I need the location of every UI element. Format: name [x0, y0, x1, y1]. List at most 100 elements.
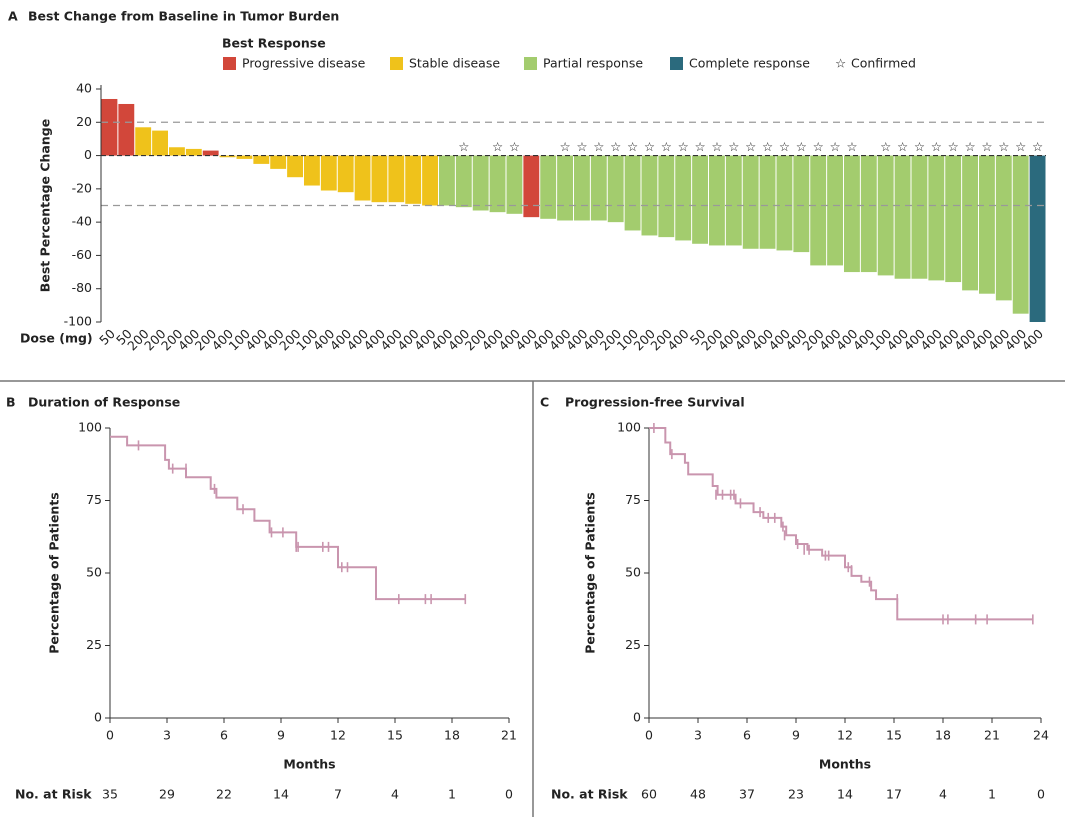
confirmed-marker: ☆: [559, 139, 570, 154]
bar: [489, 155, 506, 213]
bar: [371, 155, 388, 203]
bar: [388, 155, 405, 203]
confirmed-marker: ☆: [458, 139, 469, 154]
bar: [422, 155, 438, 206]
y-tick-label: 100: [78, 420, 102, 435]
x-tick-label: 6: [743, 728, 751, 743]
bar: [202, 150, 219, 156]
x-axis-label: Months: [819, 757, 871, 772]
x-tick-label: 3: [163, 728, 171, 743]
bar: [979, 155, 995, 294]
bar: [945, 155, 962, 283]
risk-label: No. at Risk: [551, 787, 628, 802]
legend-symbol: ☆: [835, 56, 846, 71]
confirmed-marker: ☆: [627, 139, 638, 154]
legend-swatch: [223, 57, 236, 70]
bar: [776, 155, 793, 251]
bar: [169, 147, 185, 156]
confirmed-marker: ☆: [813, 139, 824, 154]
at-risk-count: 4: [939, 787, 947, 802]
y-axis-label: Percentage of Patients: [583, 492, 598, 653]
bar: [270, 155, 287, 169]
at-risk-count: 0: [505, 787, 513, 802]
panel-title: Duration of Response: [28, 395, 180, 410]
legend-label: Partial response: [543, 56, 643, 71]
x-tick-label: 18: [935, 728, 951, 743]
confirmed-marker: ☆: [897, 139, 908, 154]
y-tick-label: -40: [72, 214, 92, 229]
x-tick-label: 21: [984, 728, 1000, 743]
bar: [877, 155, 894, 276]
y-axis-label: Best Percentage Change: [38, 119, 53, 292]
bar: [894, 155, 911, 279]
bar: [624, 155, 641, 231]
bar: [827, 155, 843, 266]
y-tick-label: 0: [84, 147, 92, 162]
confirmed-marker: ☆: [492, 139, 503, 154]
x-tick-label: 0: [106, 728, 114, 743]
y-tick-label: 0: [633, 710, 641, 725]
panel-letter: A: [8, 9, 18, 24]
panel-letter: C: [540, 395, 549, 410]
x-tick-label: 9: [792, 728, 800, 743]
y-tick-label: -80: [72, 280, 92, 295]
at-risk-count: 22: [216, 787, 232, 802]
x-axis-label: Months: [283, 757, 335, 772]
x-tick-label: 24: [1033, 728, 1049, 743]
panel-letter: B: [6, 395, 16, 410]
panel-title: Progression-free Survival: [565, 395, 745, 410]
y-tick-label: 100: [617, 420, 641, 435]
confirmed-marker: ☆: [914, 139, 925, 154]
y-tick-label: 0: [94, 710, 102, 725]
survival-curve: [110, 435, 466, 601]
bar: [523, 155, 540, 218]
bar: [455, 155, 472, 208]
confirmed-marker: ☆: [1032, 139, 1043, 154]
confirmed-marker: ☆: [1015, 139, 1026, 154]
y-tick-label: 50: [86, 565, 102, 580]
confirmed-marker: ☆: [728, 139, 739, 154]
confirmed-marker: ☆: [762, 139, 773, 154]
confirmed-marker: ☆: [796, 139, 807, 154]
legend-label: Progressive disease: [242, 56, 366, 71]
at-risk-count: 1: [448, 787, 456, 802]
confirmed-marker: ☆: [964, 139, 975, 154]
bar: [135, 127, 152, 156]
confirmed-marker: ☆: [694, 139, 705, 154]
bar: [911, 155, 928, 279]
legend-swatch: [390, 57, 403, 70]
confirmed-marker: ☆: [661, 139, 672, 154]
bar: [1029, 155, 1046, 322]
legend-swatch: [524, 57, 537, 70]
at-risk-count: 37: [739, 787, 755, 802]
bar: [185, 148, 202, 156]
bar: [506, 155, 523, 214]
legend-label: Confirmed: [851, 56, 916, 71]
at-risk-count: 14: [837, 787, 853, 802]
bar: [405, 155, 422, 204]
bar: [354, 155, 371, 201]
bar: [1012, 155, 1029, 314]
at-risk-count: 1: [988, 787, 996, 802]
risk-label: No. at Risk: [15, 787, 92, 802]
at-risk-count: 7: [334, 787, 342, 802]
bar: [253, 155, 270, 164]
y-tick-label: 20: [76, 114, 92, 129]
y-tick-label: 25: [625, 637, 641, 652]
bar: [472, 155, 489, 211]
x-tick-label: 18: [444, 728, 460, 743]
at-risk-count: 17: [886, 787, 902, 802]
confirmed-marker: ☆: [745, 139, 756, 154]
confirmed-marker: ☆: [610, 139, 621, 154]
y-tick-label: 75: [625, 492, 641, 507]
bar: [658, 155, 675, 238]
confirmed-marker: ☆: [711, 139, 722, 154]
bar: [995, 155, 1012, 301]
bar: [793, 155, 810, 253]
bar: [540, 155, 557, 219]
bar: [236, 155, 253, 159]
bar: [641, 155, 658, 236]
bar: [101, 98, 118, 156]
bar: [692, 155, 708, 244]
